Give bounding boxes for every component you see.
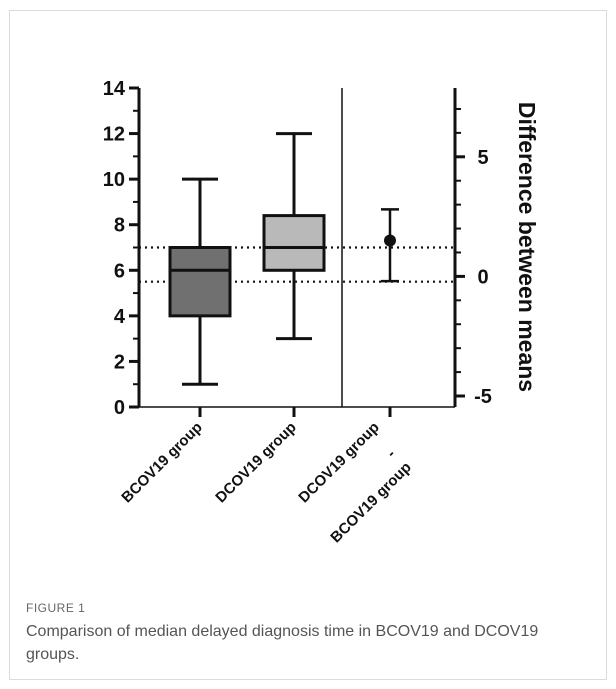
left-tick-label: 14 [103, 78, 126, 100]
right-tick-label: 0 [477, 266, 488, 288]
left-tick-label: 8 [114, 215, 125, 237]
left-tick-label: 10 [103, 169, 125, 191]
left-tick-label: 12 [103, 124, 125, 146]
figure-card [9, 10, 607, 680]
right-tick-label: -5 [474, 386, 492, 408]
figure-caption: Comparison of median delayed diagnosis t… [26, 623, 539, 663]
box-plot-chart: 0 2 4 6 8 10 12 14 -5 0 5 Difference between means B… [103, 78, 540, 546]
box-dcov19 [262, 214, 326, 272]
left-tick-label: 6 [114, 260, 125, 282]
figure-label: FIGURE 1 [26, 601, 86, 615]
difference-mean-point [384, 234, 396, 247]
box-bcov19 [168, 246, 232, 318]
x-label-dcov19: DCOV19 group [212, 419, 299, 506]
left-tick-label: 2 [114, 351, 125, 373]
left-tick-label: 4 [114, 306, 126, 328]
right-tick-label: 5 [477, 147, 488, 169]
x-label-bcov19: BCOV19 group [118, 419, 205, 506]
right-axis-label: Difference between means [514, 102, 540, 392]
x-label-diff-minus: - [383, 446, 399, 462]
left-tick-label: 0 [114, 397, 125, 419]
